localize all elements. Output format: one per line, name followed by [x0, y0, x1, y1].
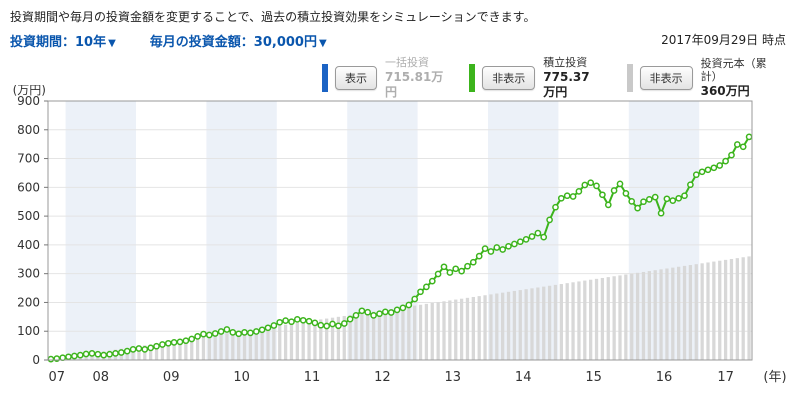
- period-dropdown[interactable]: 投資期間：10年 ▼: [10, 35, 116, 50]
- svg-text:600: 600: [17, 180, 40, 194]
- page-description: 投資期間や毎月の投資金額を変更することで、過去の積立投資効果をシミュレーションで…: [10, 10, 536, 24]
- chart-legend: 表示 一括投資 715.81万円 非表示 積立投資 775.37万円 非表示 投…: [322, 56, 800, 100]
- chart-canvas: 0 100 200 300 400 500 600 700 800 900(万円) 07 08 09 10…: [13, 83, 787, 385]
- svg-text:13: 13: [445, 370, 462, 385]
- simulation-controls: 投資期間：10年 ▼ 毎月の投資金額：30,000円 ▼: [10, 31, 361, 50]
- svg-text:800: 800: [17, 123, 40, 137]
- show-lumpsum-button[interactable]: 表示: [335, 65, 377, 90]
- svg-text:12: 12: [374, 370, 391, 385]
- svg-text:11: 11: [304, 370, 321, 385]
- principal-label: 投資元本（累計）: [700, 56, 767, 84]
- svg-text:14: 14: [515, 370, 532, 385]
- legend-item-principal: 非表示 投資元本（累計） 360万円: [626, 56, 774, 100]
- svg-text:10: 10: [233, 370, 250, 385]
- svg-text:300: 300: [17, 267, 40, 281]
- lumpsum-value: 715.81万円: [385, 69, 444, 99]
- svg-text:100: 100: [17, 324, 40, 338]
- svg-text:07: 07: [49, 370, 66, 385]
- simulation-chart: 0 100 200 300 400 500 600 700 800 900 (万円) 07 08 09 10…: [0, 83, 800, 400]
- amount-dropdown-label: 毎月の投資金額：30,000円: [149, 35, 317, 50]
- tsumitate-value: 775.37万円: [543, 69, 590, 99]
- y-axis: 0 100 200 300 400 500 600 700 800 900(万円): [13, 83, 48, 367]
- gridlines: [48, 129, 752, 332]
- svg-text:(万円): (万円): [13, 85, 46, 97]
- amount-dropdown[interactable]: 毎月の投資金額：30,000円 ▼: [150, 35, 327, 50]
- svg-text:08: 08: [93, 370, 110, 385]
- svg-text:15: 15: [585, 370, 602, 385]
- svg-text:400: 400: [17, 238, 40, 252]
- legend-item-lumpsum: 表示 一括投資 715.81万円: [322, 56, 443, 100]
- tsumitate-line: [47, 133, 753, 363]
- svg-text:700: 700: [17, 152, 40, 166]
- principal-bars: [49, 256, 751, 360]
- lumpsum-color-chip: [322, 63, 328, 92]
- svg-text:900: 900: [17, 94, 40, 108]
- tsumitate-color-chip: [469, 63, 476, 92]
- legend-item-tsumitate: 非表示 積立投資 775.37万円: [469, 56, 600, 100]
- x-axis: 07 08 09 10 11 12 13 14 15 16 17 (年): [49, 370, 787, 385]
- tsumitate-label: 積立投資: [543, 56, 588, 69]
- chevron-down-icon: ▼: [318, 38, 327, 49]
- hide-tsumitate-button[interactable]: 非表示: [482, 65, 536, 90]
- svg-text:(年): (年): [763, 370, 786, 385]
- svg-text:17: 17: [717, 370, 734, 385]
- svg-text:09: 09: [163, 370, 180, 385]
- principal-color-chip: [626, 63, 633, 92]
- as-of-date: 2017年09月29日 時点: [661, 33, 786, 47]
- svg-text:0: 0: [32, 353, 40, 367]
- svg-text:200: 200: [17, 295, 40, 309]
- svg-text:500: 500: [17, 209, 40, 223]
- principal-value: 360万円: [700, 84, 750, 99]
- lumpsum-label: 一括投資: [385, 56, 429, 69]
- hide-principal-button[interactable]: 非表示: [639, 65, 693, 90]
- plot-border: [47, 100, 753, 361]
- svg-text:16: 16: [656, 370, 673, 385]
- year-bands: [65, 101, 700, 360]
- period-dropdown-label: 投資期間：10年: [10, 35, 107, 50]
- chevron-down-icon: ▼: [108, 38, 116, 49]
